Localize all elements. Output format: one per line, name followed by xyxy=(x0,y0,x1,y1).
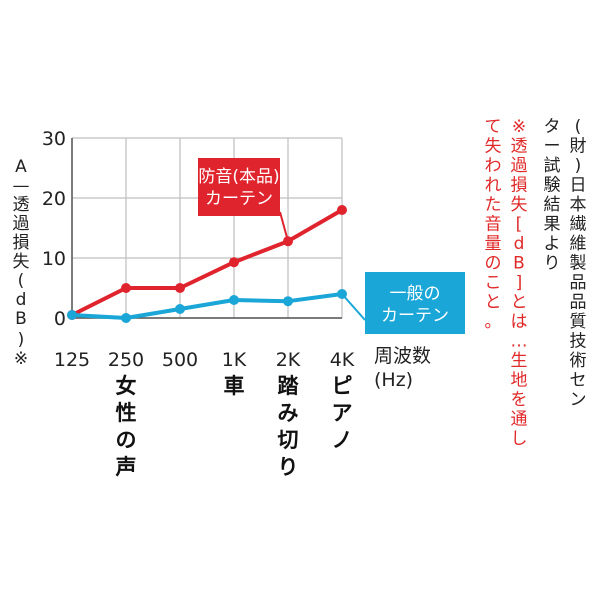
category-annotation: 車 xyxy=(224,374,245,398)
category-annotations: 女性の声 車 踏み切り ピアノ xyxy=(115,374,353,479)
definition-note: ※透過損失[d B]とは…生地を通し xyxy=(511,117,528,449)
category-annotation: 女性の声 xyxy=(115,374,137,479)
series-point xyxy=(229,257,239,268)
series-line xyxy=(71,208,344,317)
y-tick-label: 20 xyxy=(42,188,66,210)
y-axis-label: A —透過損失(d B) ※ xyxy=(13,157,30,369)
series-point xyxy=(121,283,131,293)
x-axis-label-text: (Hz) xyxy=(374,369,413,391)
definition-note: て失われた音量のこと。 xyxy=(485,117,502,332)
x-tick-label: 250 xyxy=(108,349,144,371)
callout-label-red: カーテン xyxy=(205,189,273,209)
series-point xyxy=(337,205,347,215)
series-point xyxy=(229,295,239,305)
y-tick-label: 30 xyxy=(42,128,66,150)
callout-pointer-blue xyxy=(341,293,366,321)
series-point xyxy=(175,304,185,314)
source-note: (財)日本繊維製品品質技術セン xyxy=(570,117,587,410)
x-tick-label: 125 xyxy=(54,349,90,371)
series-point xyxy=(67,310,77,320)
y-tick-label: 10 xyxy=(42,248,66,270)
callout-box-blue xyxy=(365,272,465,334)
tick-labels: 0 10 20 30 125 250 500 1K 2K 4K xyxy=(42,128,355,371)
y-tick-label: 0 xyxy=(54,308,66,330)
series-point xyxy=(121,313,131,323)
y-axis-label-text: ) ※ xyxy=(14,330,28,369)
callout-box-red xyxy=(198,158,280,216)
category-annotation: 踏み切り xyxy=(278,374,300,479)
x-tick-label: 500 xyxy=(162,349,198,371)
series-line xyxy=(71,292,343,320)
callout-label-red: 防音(本品) xyxy=(198,167,279,187)
series-point xyxy=(175,283,185,293)
x-tick-label: 1K xyxy=(222,349,247,371)
x-axis-label: 周波数(Hz) xyxy=(374,345,431,391)
x-tick-label: 2K xyxy=(276,349,301,371)
callout-label-blue: カーテン xyxy=(381,306,449,326)
callout-pointer-red xyxy=(279,211,289,242)
y-axis-label-text: A —透過損失(d B xyxy=(13,157,30,329)
category-annotation: ピアノ xyxy=(332,374,353,452)
series-group xyxy=(67,205,347,323)
series-point xyxy=(283,296,293,307)
source-note: ター試験結果より xyxy=(544,117,561,274)
x-axis-label-text: 周波数 xyxy=(374,345,431,367)
x-tick-label: 4K xyxy=(330,349,355,371)
callout-label-blue: 一般の xyxy=(390,284,441,304)
